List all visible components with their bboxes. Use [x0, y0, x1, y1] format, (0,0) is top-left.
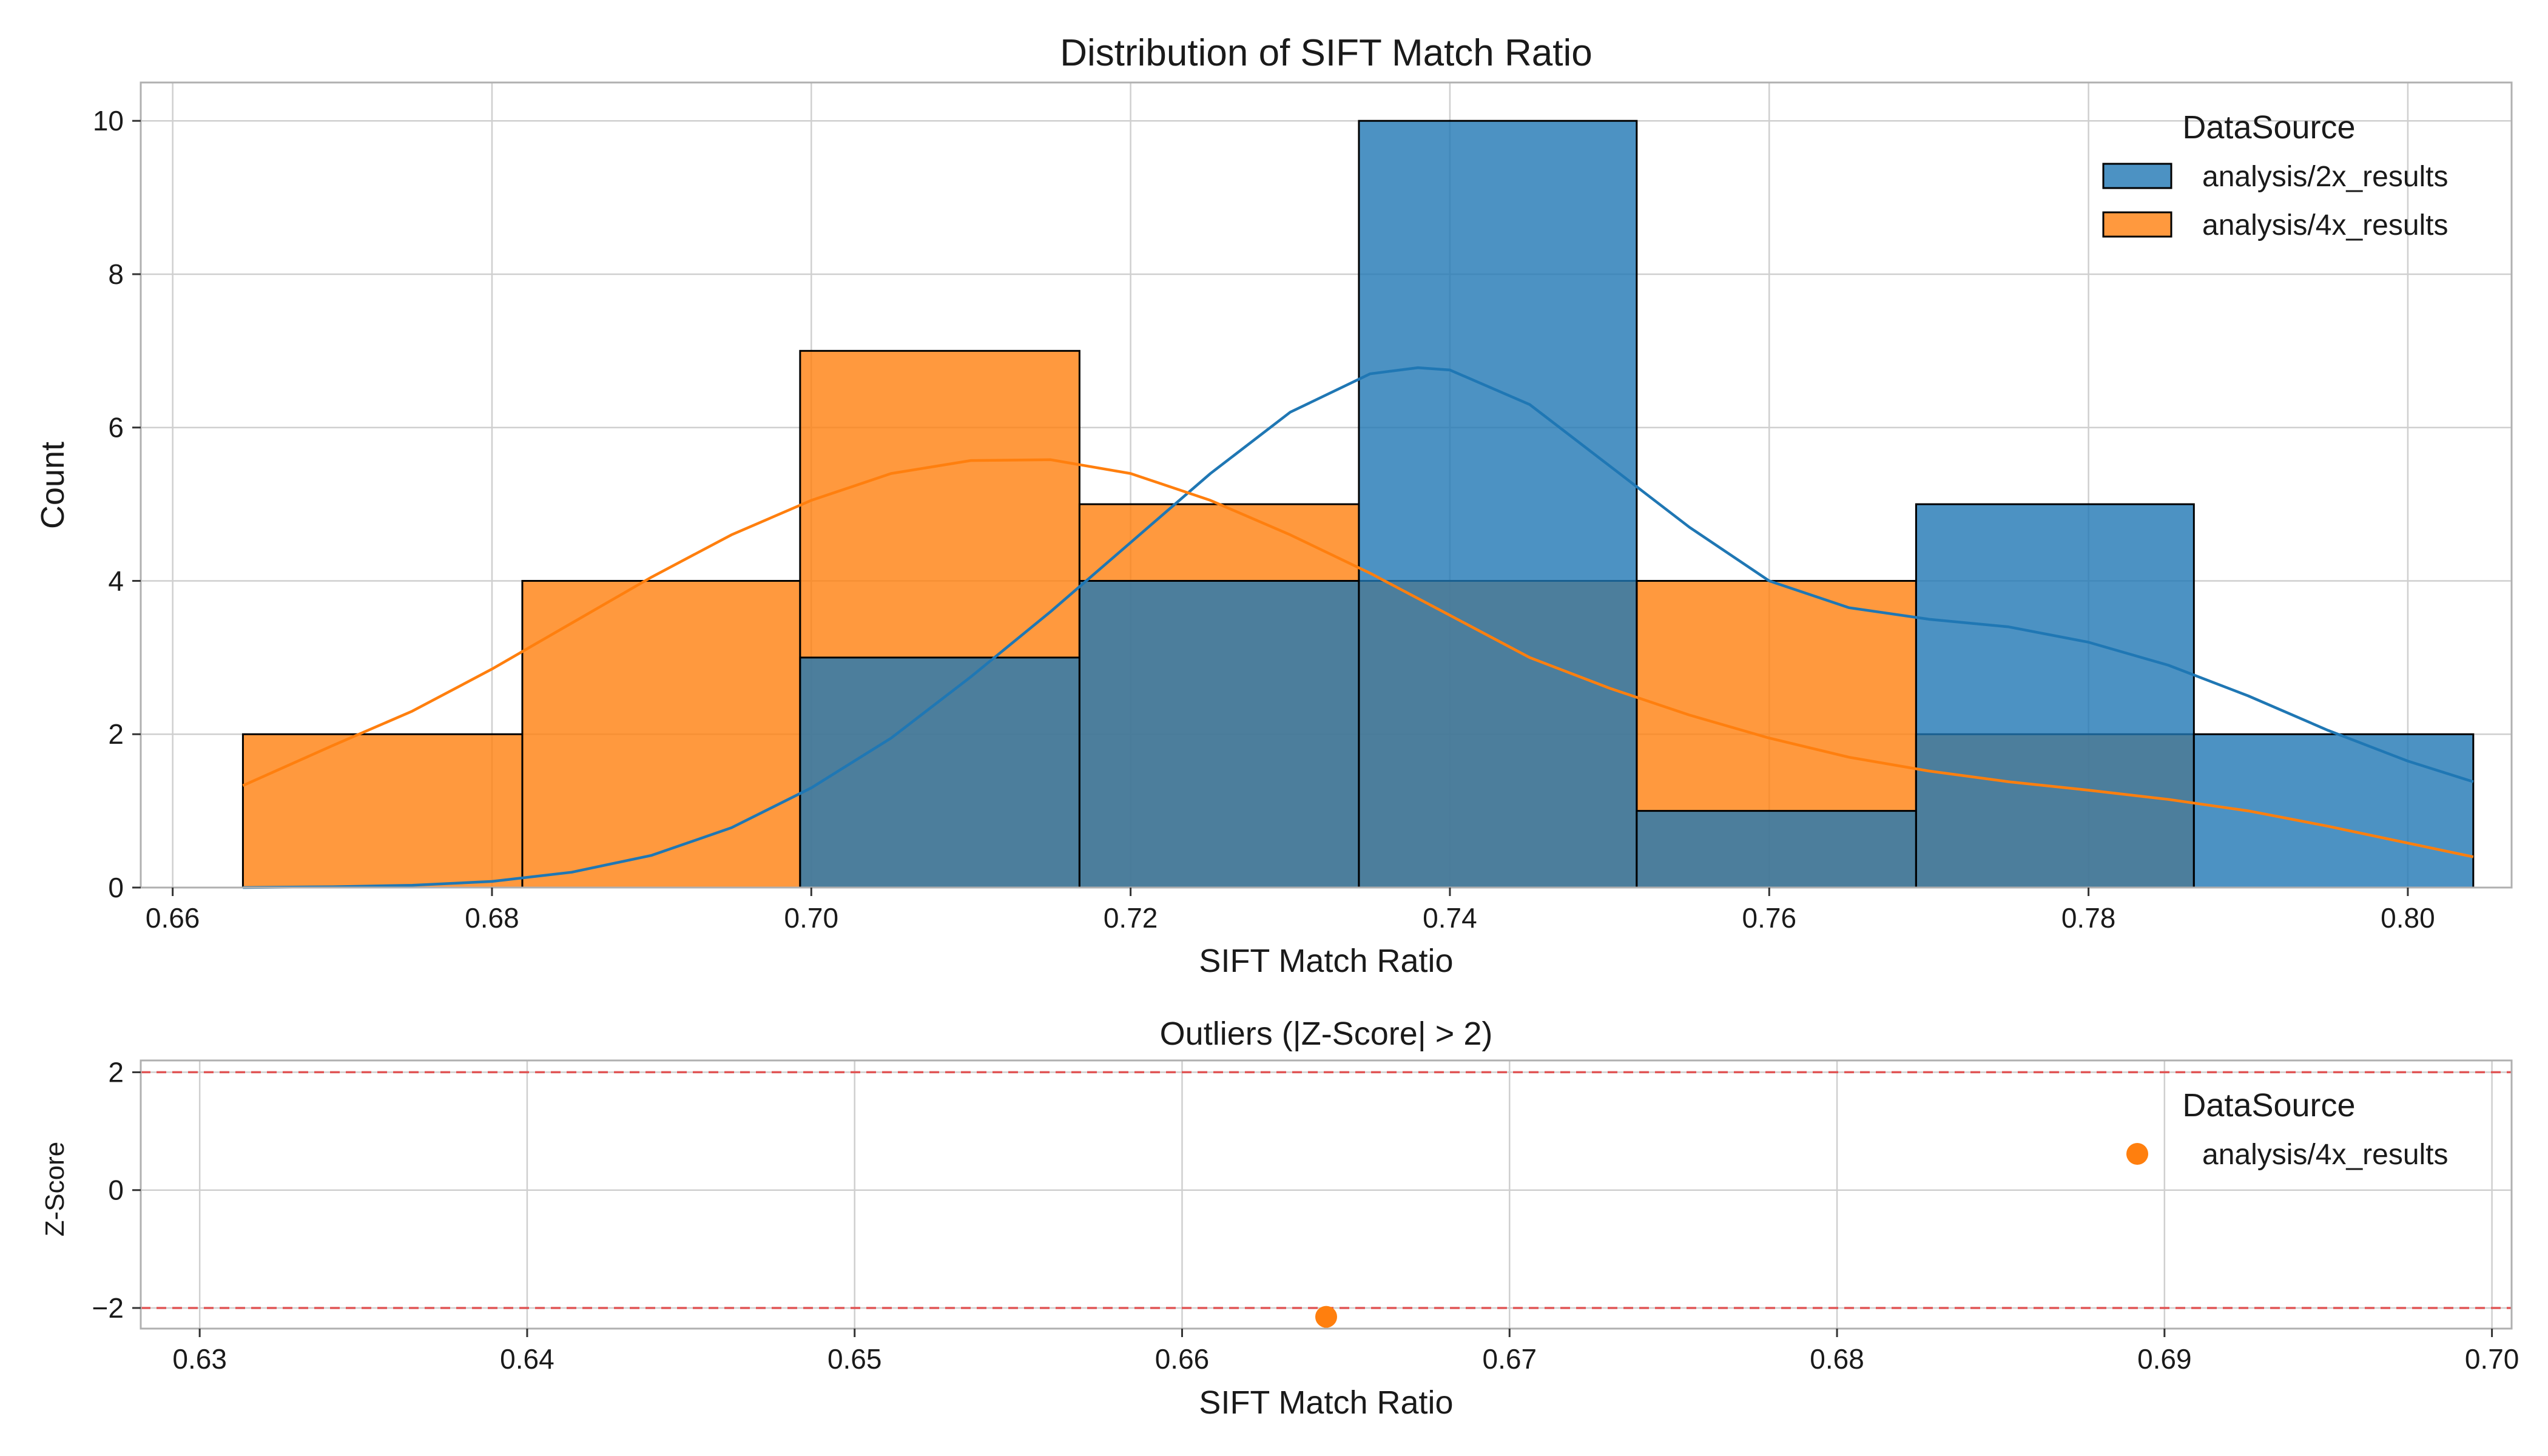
histogram-y-ticks: 0 2 4 6 8 10	[93, 105, 141, 903]
histogram-y-axis-label: Count	[35, 442, 71, 529]
outliers-x-axis-label: SIFT Match Ratio	[1199, 1384, 1453, 1421]
histogram-x-ticks: 0.66 0.68 0.70 0.72 0.74 0.76 0.78 0.80	[146, 888, 2435, 934]
legend-swatch-4x	[2102, 211, 2172, 238]
y-tick-label: 2	[108, 1056, 124, 1088]
histogram-plot-frame	[140, 81, 2513, 889]
histogram-bar-2x	[799, 656, 1080, 889]
x-tick-label: 0.78	[2061, 902, 2116, 934]
histogram-bar-2x	[1358, 120, 1638, 889]
histogram-legend: DataSource analysis/2x_results analysis/…	[2102, 109, 2449, 241]
kde-line-2x	[243, 366, 2474, 889]
histogram-x-axis-label: SIFT Match Ratio	[1199, 943, 1453, 979]
histogram-legend-title: DataSource	[2182, 109, 2355, 146]
y-tick-label: 0	[108, 872, 124, 903]
legend-entry-4x: analysis/4x_results	[2202, 209, 2449, 241]
x-tick-label: 0.70	[784, 902, 839, 934]
x-tick-label: 0.69	[2137, 1343, 2192, 1375]
y-tick-label: 2	[108, 718, 124, 750]
legend-swatch-2x	[2102, 163, 2172, 189]
y-tick-label: 6	[108, 412, 124, 443]
y-tick-label: 4	[108, 565, 124, 596]
histogram-bar-4x	[241, 733, 524, 889]
x-tick-label: 0.63	[172, 1343, 227, 1375]
y-tick-label: 0	[108, 1175, 124, 1206]
outliers-points	[1315, 1306, 1337, 1328]
outliers-y-axis-label: Z-Score	[40, 1142, 70, 1236]
outliers-legend: DataSource analysis/4x_results	[2126, 1087, 2449, 1171]
x-tick-label: 0.64	[500, 1343, 554, 1375]
histogram-bar-2x	[1078, 579, 1360, 889]
outliers-panel: Outliers (|Z-Score| > 2) 0.63 0.64 0.65 0.6…	[40, 1016, 2519, 1421]
y-tick-label: 8	[108, 258, 124, 290]
outliers-legend-entry-4x: analysis/4x_results	[2202, 1139, 2449, 1171]
x-tick-label: 0.68	[1810, 1343, 1864, 1375]
outliers-plot-frame	[140, 1059, 2513, 1330]
x-tick-label: 0.70	[2465, 1343, 2519, 1375]
histogram-panel: Distribution of SIFT Match Ratio 0.66 0.6…	[35, 32, 2513, 979]
outliers-title: Outliers (|Z-Score| > 2)	[1160, 1016, 1493, 1052]
outliers-legend-marker-4x	[2126, 1143, 2148, 1165]
x-tick-label: 0.72	[1104, 902, 1158, 934]
outliers-legend-title: DataSource	[2182, 1087, 2355, 1124]
outliers-grid	[141, 1060, 2512, 1329]
histogram-kde-lines	[242, 366, 2474, 889]
x-tick-label: 0.66	[1155, 1343, 1210, 1375]
outliers-y-ticks: 2 0 −2	[92, 1056, 141, 1324]
histogram-bar-2x	[2192, 733, 2475, 889]
kde-line-4x	[242, 458, 2474, 858]
x-tick-label: 0.68	[465, 902, 519, 934]
histogram-title: Distribution of SIFT Match Ratio	[1060, 32, 1592, 74]
y-tick-label: −2	[92, 1292, 124, 1324]
x-tick-label: 0.66	[146, 902, 200, 934]
outliers-x-ticks: 0.63 0.64 0.65 0.66 0.67 0.68 0.69 0.70	[172, 1329, 2519, 1375]
legend-entry-2x: analysis/2x_results	[2202, 161, 2449, 193]
x-tick-label: 0.65	[827, 1343, 882, 1375]
x-tick-label: 0.74	[1423, 902, 1477, 934]
x-tick-label: 0.80	[2381, 902, 2435, 934]
histogram-bar-2x	[1636, 810, 1917, 889]
histogram-bars	[241, 120, 2475, 889]
y-tick-label: 10	[93, 105, 124, 136]
x-tick-label: 0.67	[1483, 1343, 1537, 1375]
histogram-bar-2x	[1915, 503, 2195, 889]
outlier-point	[1315, 1306, 1337, 1328]
x-tick-label: 0.76	[1742, 902, 1797, 934]
